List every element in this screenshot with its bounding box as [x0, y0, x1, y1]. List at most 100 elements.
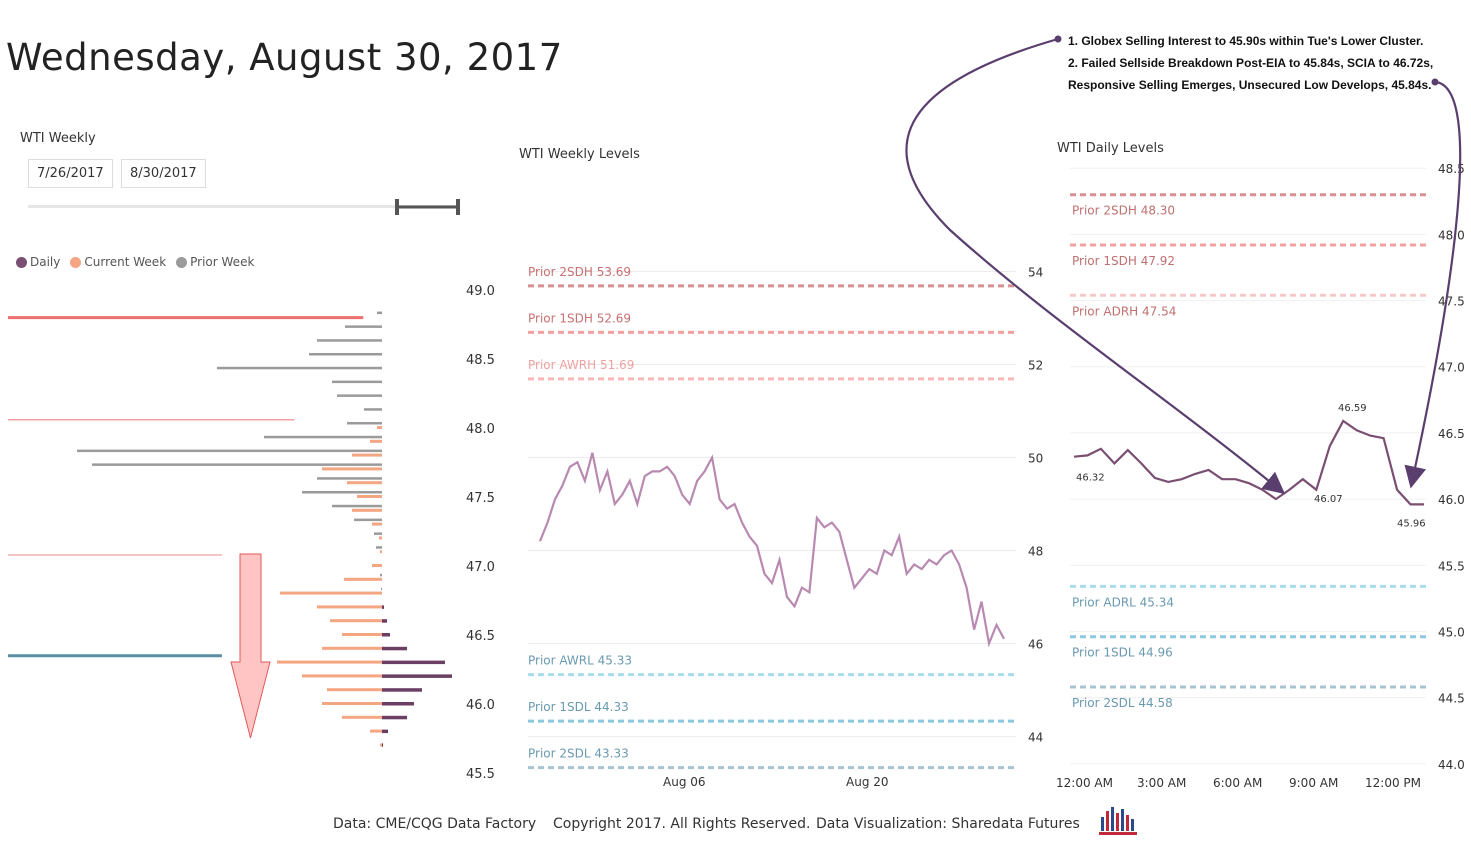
current-week-bar — [344, 577, 382, 581]
weekly-chart-title: WTI Weekly Levels — [519, 147, 640, 162]
x-tick-label: Aug 06 — [663, 775, 706, 789]
y-tick-label: 47.5 — [1438, 295, 1465, 309]
y-tick-label: 45.5 — [466, 767, 495, 782]
prior-week-bar — [374, 532, 382, 535]
y-tick-label: 46.5 — [466, 629, 495, 644]
level-label: Prior 1SDH 52.69 — [528, 311, 631, 325]
end-date-field[interactable]: 8/30/2017 — [121, 159, 206, 188]
level-label: Prior ADRH 47.54 — [1072, 304, 1176, 318]
annotation-notes: 1. Globex Selling Interest to 45.90s wit… — [1068, 30, 1433, 96]
daily-bar — [382, 646, 407, 651]
prior-week-bar — [377, 311, 382, 315]
prior-week-bar — [381, 587, 382, 591]
y-tick-label: 44.5 — [1438, 692, 1465, 706]
slider-track — [28, 205, 460, 208]
legend-label: Current Week — [84, 255, 167, 269]
legend-label: Prior Week — [190, 255, 255, 269]
y-tick-label: 48.0 — [466, 422, 495, 437]
current-week-bar — [277, 660, 382, 664]
daily-bar — [382, 743, 383, 747]
prior-week-bar — [317, 339, 382, 342]
note-line-3: Responsive Selling Emerges, Unsecured Lo… — [1068, 78, 1432, 92]
footer-source: Data: CME/CQG Data Factory — [333, 816, 537, 832]
x-tick-label: 12:00 AM — [1056, 776, 1113, 790]
prior-week-bar — [364, 408, 382, 411]
level-label: Prior 2SDH 48.30 — [1072, 204, 1175, 218]
current-week-bar — [302, 674, 382, 678]
prior-week-bar — [380, 573, 382, 577]
x-tick-label: Aug 20 — [846, 775, 889, 789]
date-range-slider[interactable] — [20, 195, 470, 221]
page-title: Wednesday, August 30, 2017 — [6, 36, 563, 79]
y-tick-label: 47.0 — [466, 560, 495, 575]
daily-bar — [382, 674, 452, 678]
y-tick-label: 45.0 — [1438, 625, 1465, 639]
legend-item[interactable]: Current Week — [70, 255, 166, 269]
prior-week-bar — [92, 463, 382, 466]
current-week-bar — [372, 564, 382, 567]
daily-bar — [382, 660, 445, 665]
daily-chart-title: WTI Daily Levels — [1057, 141, 1164, 156]
level-label: Prior ADRL 45.34 — [1072, 595, 1174, 609]
y-tick-label: 45.5 — [1438, 559, 1465, 573]
data-label: 45.96 — [1397, 518, 1426, 529]
chart-legend: Daily Current Week Prior Week — [16, 255, 264, 269]
legend-item[interactable]: Daily — [16, 255, 60, 269]
current-week-bar — [380, 743, 382, 747]
level-label: Prior 2SDH 53.69 — [528, 265, 631, 279]
current-week-bar — [327, 688, 382, 692]
current-week-bar — [317, 605, 382, 609]
current-week-bar — [342, 715, 382, 719]
current-week-bar — [280, 591, 382, 595]
prior-week-bar — [332, 380, 382, 384]
y-tick-label: 46 — [1028, 638, 1043, 652]
sharedata-logo-icon — [1099, 807, 1137, 835]
prior-week-bar — [264, 435, 382, 439]
legend-dot-icon — [70, 256, 82, 268]
daily-bar — [382, 619, 387, 623]
y-tick-label: 47.0 — [1438, 361, 1465, 375]
current-week-bar — [322, 467, 382, 471]
daily-bar — [382, 715, 407, 720]
current-week-bar — [342, 633, 382, 636]
daily-levels-chart: 48.5 48.0 47.5 47.0 46.5 46.0 45.5 45.0 44.5 44.0… — [1056, 162, 1465, 790]
down-arrow-icon — [230, 553, 271, 739]
current-week-bar — [370, 439, 382, 443]
level-label: Prior 1SDL 44.96 — [1072, 646, 1173, 660]
prior-week-bar — [376, 546, 382, 549]
current-week-bar — [347, 481, 382, 485]
price-series-line — [1073, 419, 1424, 506]
legend-dot-icon — [16, 256, 27, 268]
current-week-bar — [352, 453, 382, 457]
current-week-bar — [322, 646, 382, 650]
note-line-2: 2. Failed Sellside Breakdown Post-EIA to… — [1068, 56, 1434, 70]
x-tick-label: 3:00 AM — [1137, 776, 1186, 790]
level-label: Prior AWRH 51.69 — [528, 358, 634, 372]
note-line-1: 1. Globex Selling Interest to 45.90s wit… — [1068, 34, 1424, 48]
current-week-bar — [330, 619, 382, 623]
y-tick-label: 44.0 — [1438, 758, 1465, 772]
prior-week-bar — [354, 518, 382, 522]
y-tick-label: 46.0 — [466, 698, 495, 713]
prior-week-bar — [217, 366, 382, 370]
price-series-line — [538, 452, 1005, 648]
legend-label: Daily — [30, 255, 61, 269]
prior-week-bar — [317, 477, 382, 480]
y-tick-label: 48 — [1028, 545, 1043, 559]
daily-bar — [382, 633, 390, 637]
volume-profile-chart: 49.0 48.5 48.0 47.5 47.0 46.5 46.0 45.5 — [8, 284, 495, 782]
note-1-anchor — [1054, 35, 1062, 43]
start-date-field[interactable]: 7/26/2017 — [28, 159, 113, 188]
prior-week-bar — [302, 491, 382, 494]
prior-week-bar — [345, 325, 382, 328]
legend-item[interactable]: Prior Week — [176, 255, 254, 269]
y-tick-label: 48.5 — [466, 353, 495, 368]
y-tick-label: 44 — [1028, 731, 1043, 745]
daily-bar — [382, 605, 384, 609]
prior-week-bar — [347, 422, 382, 425]
data-label: 46.59 — [1338, 403, 1367, 414]
level-label: Prior AWRL 45.33 — [528, 654, 632, 668]
footer-viz: Data Visualization: Sharedata Futures — [816, 816, 1080, 832]
prior-week-bar — [77, 449, 382, 453]
